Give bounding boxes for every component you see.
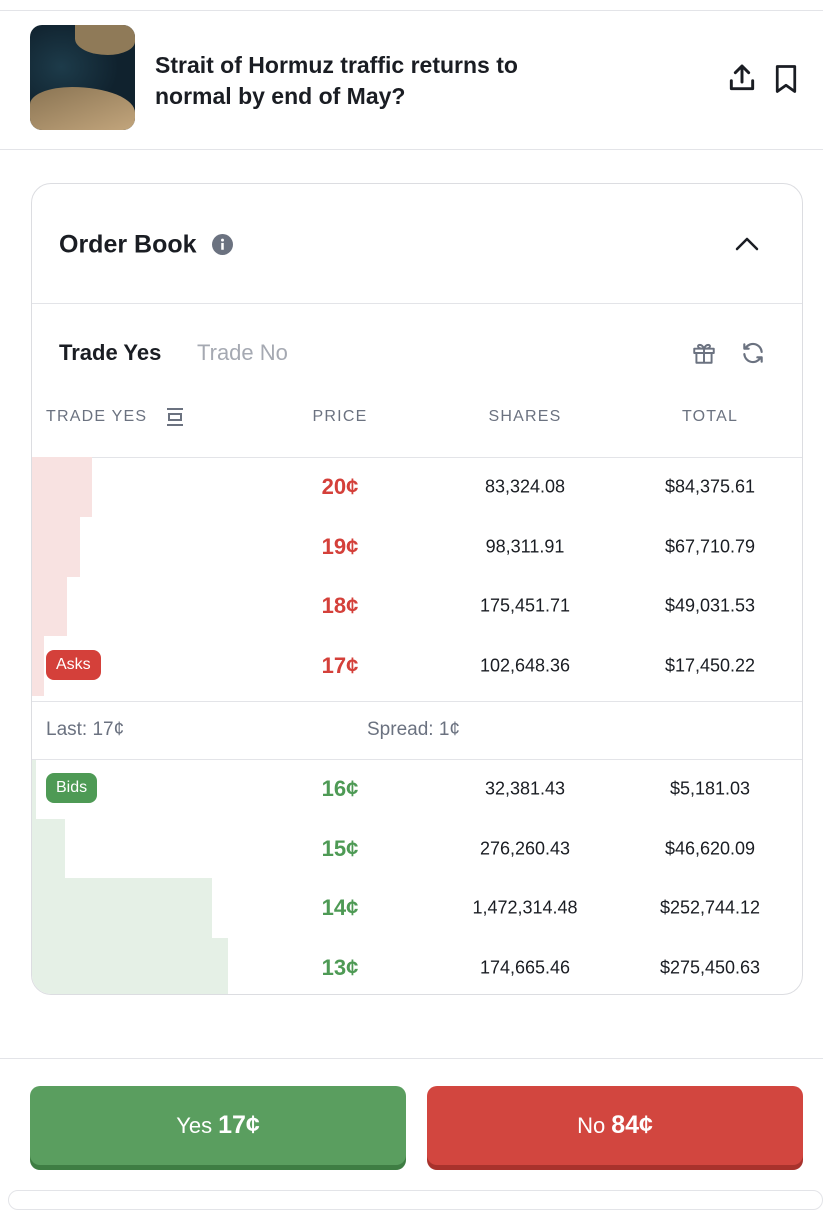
thumbnail[interactable] [30, 25, 135, 130]
shares: 83,324.08 [484, 476, 566, 497]
spread: Spread: 1¢ [367, 719, 460, 740]
depth-bar [32, 457, 93, 517]
divider [32, 759, 802, 760]
price: 13¢ [321, 954, 359, 980]
order-book-card: Order Book Trade Yes Trade No TRADE YES … [31, 183, 803, 995]
divider [32, 701, 802, 702]
button-label: Yes [176, 1112, 213, 1138]
price: 19¢ [321, 533, 359, 559]
layout-icon[interactable] [165, 407, 185, 427]
price: 16¢ [321, 776, 359, 801]
shares: 174,665.46 [479, 957, 571, 977]
header-divider [0, 149, 823, 150]
column-header: TRADE YES [46, 408, 148, 425]
column-header: PRICE [312, 408, 368, 425]
depth-bar [32, 635, 45, 696]
column-header: SHARES [488, 408, 562, 425]
price: 20¢ [321, 474, 359, 499]
total: $67,710.79 [664, 536, 756, 556]
price: 17¢ [321, 652, 359, 678]
side-badge: Bids [46, 773, 98, 803]
market-title: Strait of Hormuz traffic returns to norm… [155, 52, 518, 109]
depth-bar [32, 576, 67, 636]
side-badge: Asks [46, 649, 101, 680]
tab-trade-no[interactable]: Trade No [197, 340, 288, 365]
shares: 98,311.91 [485, 536, 565, 556]
info-icon[interactable] [212, 234, 233, 255]
shares: 32,381.43 [484, 778, 566, 799]
column-header: TOTAL [681, 408, 739, 425]
thumbnail-land [30, 87, 135, 130]
bookmark-icon[interactable] [772, 64, 800, 94]
footer-divider [0, 1058, 823, 1059]
shares: 276,260.43 [479, 838, 571, 858]
top-border [0, 10, 823, 11]
depth-bar [32, 937, 228, 994]
total: $275,450.63 [659, 957, 761, 977]
depth-bar [32, 759, 36, 819]
bottom-panel [8, 1190, 823, 1210]
total: $49,031.53 [664, 595, 756, 616]
collapse-icon[interactable] [734, 234, 760, 254]
depth-bar [32, 516, 81, 577]
total: $84,375.61 [664, 476, 756, 497]
total: $252,744.12 [659, 897, 761, 918]
shares: 175,451.71 [479, 595, 571, 616]
divider [32, 457, 802, 458]
total: $17,450.22 [664, 655, 756, 675]
share-icon[interactable] [726, 62, 758, 94]
buy-yes-button[interactable]: Yes 17¢ [30, 1086, 406, 1165]
depth-bar [32, 878, 212, 938]
refresh-icon[interactable] [740, 340, 766, 366]
buy-no-button[interactable]: No 84¢ [427, 1086, 803, 1165]
price: 14¢ [321, 895, 359, 920]
total: $5,181.03 [669, 778, 751, 799]
total: $46,620.09 [664, 838, 756, 858]
divider [32, 303, 802, 304]
price: 15¢ [321, 835, 359, 861]
shares: 102,648.36 [479, 655, 571, 675]
button-price: 84¢ [611, 1111, 653, 1139]
button-price: 17¢ [218, 1111, 260, 1139]
gift-icon[interactable] [691, 340, 717, 366]
shares: 1,472,314.48 [472, 897, 578, 918]
tab-trade-yes[interactable]: Trade Yes [59, 340, 162, 365]
depth-bar [32, 818, 66, 879]
thumbnail-land [75, 25, 135, 55]
price: 18¢ [321, 593, 359, 618]
order-book-title: Order Book [59, 230, 197, 259]
last-price: Last: 17¢ [46, 719, 125, 740]
button-label: No [577, 1112, 606, 1138]
